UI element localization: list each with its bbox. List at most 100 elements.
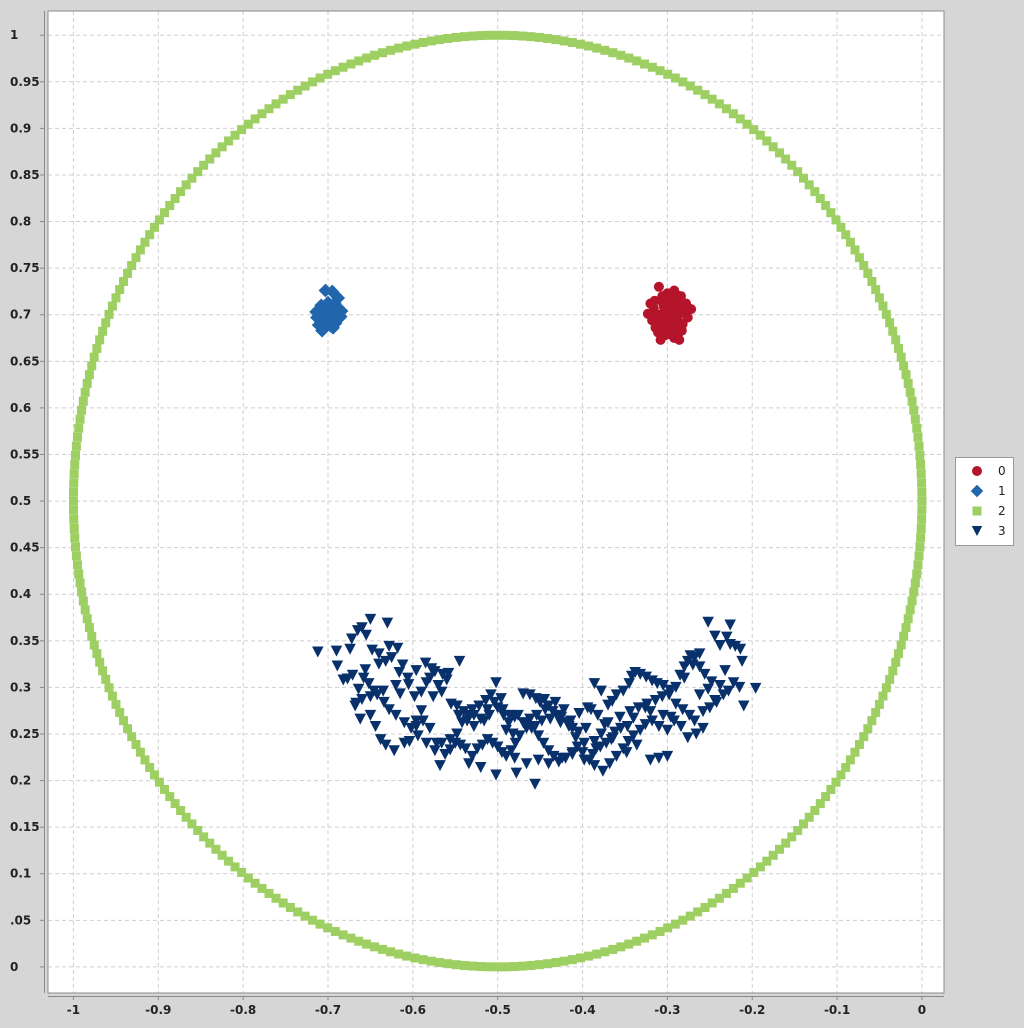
data-point — [632, 702, 645, 714]
data-point — [678, 915, 688, 925]
data-point — [420, 737, 433, 749]
data-point — [542, 758, 555, 770]
data-point — [181, 180, 191, 190]
data-point — [257, 883, 267, 893]
data-point — [915, 450, 925, 460]
data-point — [534, 32, 544, 42]
data-point — [87, 631, 97, 641]
data-point — [588, 760, 601, 772]
data-point — [673, 328, 684, 339]
data-point — [755, 130, 765, 140]
data-point — [181, 812, 191, 822]
data-point — [526, 32, 536, 42]
data-point — [891, 657, 901, 667]
data-point — [526, 960, 536, 970]
data-point — [678, 77, 688, 87]
data-point — [693, 689, 706, 701]
data-point — [308, 915, 318, 925]
data-point — [733, 681, 746, 693]
data-point — [501, 30, 511, 40]
data-point — [80, 387, 90, 397]
plot-border — [47, 10, 945, 994]
data-point — [578, 754, 591, 766]
data-point — [264, 104, 274, 114]
data-point — [69, 478, 79, 488]
data-point — [682, 302, 693, 313]
data-point — [187, 819, 197, 829]
data-point — [237, 867, 247, 877]
data-point — [300, 81, 310, 91]
data-point — [362, 939, 372, 949]
data-point — [330, 66, 340, 76]
data-point — [909, 587, 919, 597]
data-point — [721, 631, 733, 643]
x-tick-label: -0.3 — [654, 1003, 680, 1017]
data-point — [542, 745, 555, 757]
x-tick-label: -0.6 — [400, 1003, 426, 1017]
data-point — [913, 560, 923, 570]
data-point — [714, 639, 726, 651]
data-point — [768, 142, 778, 152]
data-point — [894, 649, 904, 659]
data-point — [278, 94, 288, 104]
data-point — [507, 728, 519, 740]
y-tick-label: 0.8 — [10, 215, 31, 229]
data-point — [702, 683, 714, 695]
data-point — [787, 832, 797, 842]
data-point — [468, 721, 480, 733]
data-point — [917, 478, 927, 488]
data-point — [69, 505, 79, 515]
data-point — [160, 208, 170, 218]
y-tick-label: 0.25 — [10, 727, 40, 741]
data-point — [383, 640, 395, 652]
data-point — [474, 762, 487, 774]
data-point — [714, 893, 724, 903]
data-point — [473, 700, 485, 712]
data-point — [424, 722, 436, 734]
data-point — [622, 735, 635, 747]
data-point — [899, 361, 909, 371]
data-point — [917, 505, 927, 515]
data-point — [787, 160, 797, 170]
data-point — [497, 704, 509, 716]
data-point — [71, 551, 81, 561]
data-point — [84, 370, 94, 380]
data-point — [426, 956, 436, 966]
data-point — [878, 301, 888, 311]
data-point — [600, 45, 610, 55]
data-point — [87, 361, 97, 371]
data-point — [439, 748, 451, 760]
data-point — [451, 728, 463, 740]
data-point — [69, 487, 79, 497]
data-point — [74, 423, 84, 433]
data-point — [831, 215, 841, 225]
data-point — [917, 496, 927, 506]
data-point — [915, 542, 925, 552]
series-layer — [68, 30, 927, 972]
data-point — [300, 911, 310, 921]
data-point — [75, 414, 85, 424]
data-point — [721, 888, 731, 898]
data-point — [742, 119, 752, 129]
data-point — [702, 616, 714, 628]
data-point — [697, 722, 709, 734]
plot-area — [48, 11, 944, 993]
data-point — [639, 719, 652, 731]
data-point — [836, 770, 846, 780]
data-point — [412, 730, 424, 742]
data-point — [82, 378, 92, 388]
data-point — [549, 696, 562, 708]
data-point — [443, 33, 453, 43]
data-point — [859, 732, 869, 742]
data-point — [75, 578, 85, 588]
data-point — [145, 762, 155, 772]
data-point — [683, 709, 696, 721]
data-point — [600, 737, 613, 749]
data-point — [659, 302, 669, 313]
data-point — [722, 685, 735, 697]
data-point — [424, 672, 436, 684]
data-point — [490, 677, 502, 689]
data-point — [383, 704, 395, 716]
data-point — [610, 750, 623, 762]
